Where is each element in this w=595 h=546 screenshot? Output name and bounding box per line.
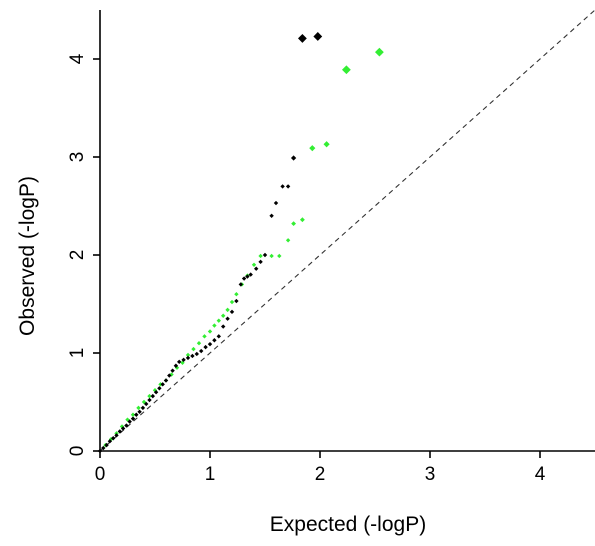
data-point — [225, 307, 230, 313]
data-point — [167, 373, 172, 378]
data-point — [141, 399, 147, 405]
data-point — [160, 382, 165, 387]
data-point — [234, 298, 239, 304]
data-point — [251, 262, 257, 267]
y-axis-title: Observed (-logP) — [16, 176, 39, 336]
data-point — [207, 341, 213, 347]
data-point — [269, 253, 274, 259]
data-point — [229, 299, 235, 305]
data-point — [173, 363, 179, 368]
x-tick-label: 1 — [205, 464, 216, 485]
data-point — [111, 436, 116, 441]
data-point — [150, 393, 155, 399]
data-point — [280, 184, 285, 189]
data-point — [258, 253, 263, 259]
data-point — [285, 184, 291, 189]
data-point — [269, 213, 274, 218]
data-point — [248, 272, 253, 277]
data-point — [375, 47, 384, 57]
data-point — [120, 426, 126, 431]
data-point — [147, 397, 152, 403]
data-point — [190, 353, 195, 359]
data-point — [191, 346, 196, 352]
data-point — [169, 372, 174, 377]
reference-line — [99, 9, 595, 452]
data-point — [313, 32, 323, 41]
data-point — [101, 445, 106, 451]
series-0 — [97, 32, 323, 454]
data-point — [163, 378, 169, 383]
data-point — [140, 405, 146, 411]
data-point — [258, 259, 263, 265]
plot-area — [97, 9, 595, 454]
data-point — [203, 344, 208, 350]
data-point — [277, 253, 282, 259]
data-point — [144, 401, 149, 407]
data-point — [127, 419, 132, 424]
data-point — [199, 348, 204, 354]
data-point — [117, 429, 122, 434]
x-tick-label: 2 — [315, 464, 326, 485]
data-point — [241, 276, 247, 281]
data-point — [309, 145, 316, 152]
data-point — [212, 323, 217, 328]
data-point — [238, 282, 243, 287]
x-tick-label: 3 — [425, 464, 436, 485]
data-point — [152, 388, 158, 393]
data-point — [285, 238, 291, 243]
x-tick-label: 4 — [535, 464, 546, 485]
x-axis-title: Expected (-logP) — [270, 513, 426, 536]
data-point — [181, 357, 186, 363]
data-point — [207, 329, 213, 334]
data-point — [136, 405, 141, 411]
data-point — [229, 309, 235, 315]
data-point — [254, 266, 259, 271]
data-point — [202, 334, 207, 339]
data-point — [194, 351, 199, 357]
data-point — [130, 412, 136, 417]
data-point — [342, 65, 351, 75]
data-point — [196, 341, 202, 346]
series-1 — [103, 47, 384, 448]
y-tick-label: 0 — [67, 446, 88, 457]
data-point — [273, 200, 279, 206]
data-point — [177, 359, 182, 365]
data-point — [107, 439, 113, 444]
y-tick-label: 3 — [67, 152, 88, 163]
data-point — [157, 386, 162, 391]
data-point — [174, 365, 180, 370]
data-point — [170, 368, 175, 373]
data-point — [216, 318, 221, 323]
data-point — [185, 355, 191, 361]
data-point — [298, 34, 307, 43]
data-point — [216, 334, 221, 339]
data-point — [234, 292, 239, 297]
data-point — [221, 313, 226, 318]
data-point — [245, 274, 250, 279]
data-point — [291, 221, 297, 227]
y-tick-label: 4 — [67, 53, 88, 64]
data-point — [225, 316, 230, 321]
axes: 0 1 2 3 4 0 1 2 3 4 — [67, 10, 595, 485]
data-point — [290, 155, 297, 161]
data-point — [130, 416, 136, 421]
data-point — [185, 352, 191, 358]
data-point — [134, 412, 139, 417]
data-point — [299, 217, 305, 223]
data-point — [124, 423, 129, 428]
data-point — [114, 433, 119, 438]
data-point — [137, 409, 142, 414]
data-point — [262, 252, 268, 258]
data-point — [221, 324, 226, 329]
data-point — [212, 338, 217, 343]
x-tick-label: 0 — [95, 464, 106, 485]
data-point — [153, 390, 159, 395]
data-point — [104, 442, 109, 448]
y-tick-label: 2 — [67, 250, 88, 261]
data-point — [147, 393, 152, 399]
y-tick-label: 1 — [67, 348, 88, 359]
data-point — [323, 141, 330, 148]
